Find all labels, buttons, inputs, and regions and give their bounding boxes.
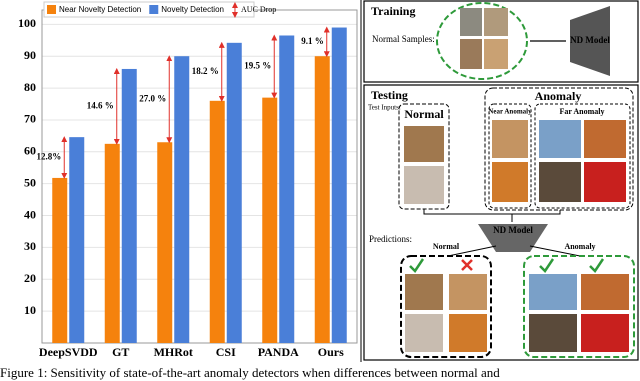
predictions-label: Predictions: (369, 234, 412, 244)
y-tick-label: 70 (24, 112, 36, 126)
x-tick-label: DeepSVDD (39, 345, 98, 359)
cat-image (404, 126, 444, 162)
near-box (488, 103, 532, 209)
ship-image (529, 274, 577, 310)
pred-normal-box (400, 255, 492, 358)
bar (52, 177, 68, 343)
training-title: Training (371, 4, 415, 18)
x-tick-label: PANDA (258, 345, 299, 359)
bird-image (584, 120, 626, 158)
model-label: ND Model (570, 35, 610, 45)
legend-label: Near Novelty Detection (59, 5, 141, 14)
cat-image (484, 8, 508, 36)
y-tick-label: 10 (24, 303, 36, 317)
drop-label: 9.1 % (301, 36, 324, 46)
cat-image (484, 39, 508, 69)
pred-anomaly-box (523, 255, 635, 358)
cross (461, 259, 473, 271)
bar (262, 97, 278, 343)
normal-title: Normal (404, 107, 444, 121)
legend-label: Novelty Detection (161, 5, 224, 14)
drop-label: 12.8% (37, 152, 62, 162)
model-shape (570, 6, 610, 76)
bar (226, 42, 242, 343)
bar (157, 142, 173, 343)
tiger-image (449, 314, 487, 352)
drop-label: 18.2 % (192, 66, 219, 76)
car-image (584, 162, 626, 202)
connector (447, 245, 581, 257)
x-tick-label: CSI (216, 345, 236, 359)
samples-label: Normal Samples: (372, 34, 435, 44)
y-tick-label: 90 (24, 48, 36, 62)
bar (121, 68, 137, 344)
y-tick-label: 40 (24, 207, 36, 221)
tiger-image (492, 162, 528, 202)
y-tick-label: 60 (24, 144, 36, 158)
lion-image (492, 120, 528, 158)
anomaly-title: Anomaly (535, 89, 582, 103)
testing-title: Testing (371, 88, 408, 102)
ship-image (539, 120, 581, 158)
sample-ring (436, 2, 528, 80)
drop-label: 19.5 % (244, 61, 271, 71)
bar (209, 100, 225, 344)
bar (331, 27, 347, 344)
car-image (581, 314, 629, 352)
far-title: Far Anomaly (560, 107, 605, 116)
drop-label: 14.6 % (87, 100, 114, 110)
near-title: Near Anomaly (488, 108, 532, 116)
bar (279, 35, 295, 343)
plot-frame (41, 9, 358, 344)
legend-box (43, 1, 255, 18)
bar (69, 137, 85, 343)
check (539, 258, 605, 273)
connector (423, 209, 561, 222)
legend-swatch (149, 5, 159, 14)
bird-image (581, 274, 629, 310)
y-tick-label: 20 (24, 271, 36, 285)
horse-image (539, 162, 581, 202)
x-tick-label: GT (112, 345, 129, 359)
pred-anomaly-title: Anomaly (564, 242, 595, 251)
legend-swatch (47, 5, 56, 14)
y-tick-label: 30 (24, 239, 36, 253)
bar (174, 56, 190, 343)
horse-image (529, 314, 577, 352)
testing-box (363, 84, 639, 361)
legend-label: AUC Drop (241, 5, 276, 14)
x-tick-label: Ours (318, 345, 344, 359)
y-tick-label: 50 (24, 175, 36, 189)
caption: Figure 1: Sensitivity of state-of-the-ar… (0, 365, 500, 380)
pred-normal-title: Normal (433, 242, 460, 251)
drop-label: 27.0 % (139, 93, 166, 103)
y-tick-label: 100 (18, 16, 36, 30)
cat-image (405, 314, 443, 352)
check (409, 258, 425, 273)
cat-image (460, 39, 482, 69)
lion-image (449, 274, 487, 310)
training-box (363, 0, 639, 83)
model-shape (478, 224, 548, 252)
bar (104, 143, 120, 343)
bar (314, 56, 330, 343)
cat-image (405, 274, 443, 310)
far-box (534, 103, 631, 209)
cat-image (404, 166, 444, 204)
y-tick-label: 80 (24, 80, 36, 94)
cat-image (460, 8, 482, 36)
inputs-label: Test Inputs: (368, 104, 401, 112)
anomaly-box (484, 87, 634, 211)
model-label: ND Model (493, 225, 533, 235)
x-tick-label: MHRot (154, 345, 193, 359)
